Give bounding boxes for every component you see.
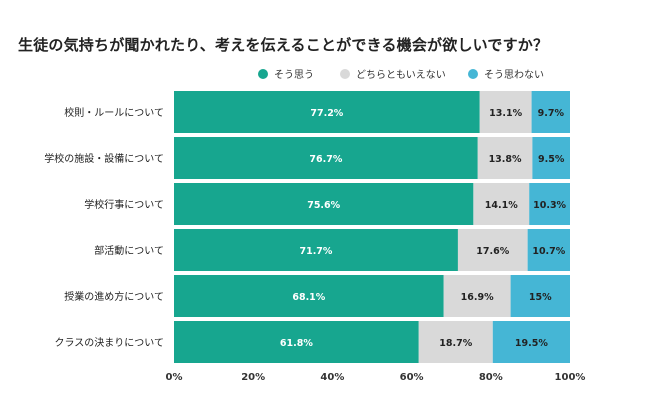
data-label: 18.7% [439, 338, 472, 349]
bar-segment [174, 91, 480, 133]
data-label: 76.7% [309, 154, 342, 165]
data-label: 75.6% [307, 200, 340, 211]
legend-label-agree: そう思う [274, 70, 314, 81]
legend-swatch-agree [258, 68, 268, 79]
x-tick-label: 60% [400, 372, 424, 383]
data-label: 71.7% [299, 246, 332, 257]
bar-segment [457, 229, 528, 271]
bar-segment [527, 229, 570, 271]
x-tick-label: 40% [320, 372, 344, 383]
category-label: 部活動について [94, 244, 164, 257]
bar-segment [443, 275, 511, 317]
chart-legend: そう思う どちらともいえない そう思わない [0, 66, 650, 82]
bar-segment [529, 183, 570, 225]
legend-item-disagree: そう思わない [468, 66, 544, 81]
data-label: 19.5% [515, 338, 548, 349]
x-tick-label: 20% [241, 372, 265, 383]
bar-segment [479, 91, 532, 133]
x-tick-label: 80% [479, 372, 503, 383]
data-label: 13.1% [489, 108, 522, 119]
data-label: 17.6% [476, 246, 509, 257]
x-tick-label: 0% [166, 372, 183, 383]
bar-segment [492, 321, 570, 363]
data-label: 14.1% [485, 200, 518, 211]
data-label: 10.3% [533, 200, 566, 211]
bar-segment [473, 183, 530, 225]
legend-item-agree: そう思う [258, 66, 314, 81]
x-tick-label: 100% [555, 372, 586, 383]
data-label: 61.8% [280, 338, 313, 349]
data-label: 13.8% [489, 154, 522, 165]
data-label: 10.7% [532, 246, 565, 257]
data-label: 9.5% [538, 154, 565, 165]
bar-segment [174, 229, 458, 271]
bar-segment [174, 137, 478, 179]
data-label: 16.9% [461, 292, 494, 303]
data-label: 15% [529, 292, 552, 303]
bar-segment [510, 275, 570, 317]
legend-item-neutral: どちらともいえない [340, 66, 446, 81]
legend-swatch-disagree [468, 68, 478, 79]
data-label: 9.7% [538, 108, 565, 119]
legend-label-neutral: どちらともいえない [356, 70, 446, 81]
bar-segment [531, 91, 570, 133]
bar-segment [532, 137, 570, 179]
bar-segment [477, 137, 533, 179]
category-label: 授業の進め方について [64, 290, 164, 303]
bar-segment [174, 321, 419, 363]
data-label: 68.1% [292, 292, 325, 303]
bar-segment [174, 183, 474, 225]
category-label: クラスの決まりについて [55, 337, 165, 349]
bar-segment [174, 275, 444, 317]
legend-label-disagree: そう思わない [484, 70, 544, 81]
chart-title: 生徒の気持ちが聞かれたり、考えを伝えることができる機会が欲しいですか？ [18, 36, 549, 54]
legend-swatch-neutral [340, 68, 350, 79]
data-label: 77.2% [310, 108, 343, 119]
category-label: 学校の施設・設備について [44, 152, 164, 165]
category-label: 校則・ルールについて [64, 106, 164, 119]
category-label: 学校行事について [84, 198, 164, 211]
bar-segment [418, 321, 493, 363]
